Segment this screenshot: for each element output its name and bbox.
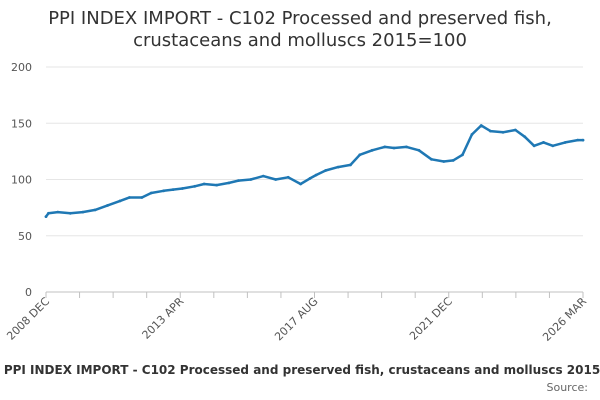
y-tick-label: 200	[11, 61, 32, 74]
source-label: Source:	[546, 381, 589, 394]
data-point[interactable]	[523, 135, 527, 139]
data-point[interactable]	[274, 178, 278, 181]
data-point[interactable]	[56, 210, 60, 214]
data-point[interactable]	[336, 165, 340, 169]
data-point[interactable]	[461, 153, 464, 157]
data-point[interactable]	[127, 196, 131, 199]
data-point[interactable]	[140, 196, 144, 199]
data-point[interactable]	[563, 141, 567, 144]
series-line-0[interactable]	[44, 124, 585, 218]
data-point[interactable]	[532, 144, 536, 148]
data-point[interactable]	[215, 183, 219, 187]
data-point[interactable]	[358, 153, 362, 157]
data-point[interactable]	[308, 177, 312, 180]
data-point[interactable]	[81, 210, 85, 214]
y-tick-label: 150	[11, 117, 32, 130]
data-point[interactable]	[542, 141, 545, 144]
chart-title: PPI INDEX IMPORT - C102 Processed and pr…	[0, 8, 600, 52]
data-point[interactable]	[576, 138, 580, 142]
data-point[interactable]	[514, 128, 517, 132]
data-point[interactable]	[171, 188, 175, 192]
x-tick-label: 2013 APR	[139, 295, 186, 342]
data-point[interactable]	[314, 173, 318, 177]
data-point[interactable]	[93, 208, 97, 212]
x-axis: 2008 DEC 2013 APR 2017 AUG 2021 DEC 2026 MAR	[4, 291, 589, 344]
data-point[interactable]	[370, 148, 374, 152]
data-point[interactable]	[202, 182, 206, 186]
data-point[interactable]	[162, 189, 166, 193]
data-point[interactable]	[470, 133, 474, 136]
data-point[interactable]	[405, 145, 408, 149]
data-point[interactable]	[47, 211, 50, 215]
y-axis: 0 50 100 150 200	[11, 61, 32, 299]
data-point[interactable]	[227, 181, 231, 185]
data-point[interactable]	[324, 169, 327, 172]
data-point[interactable]	[581, 138, 585, 142]
data-point[interactable]	[193, 184, 197, 188]
data-point[interactable]	[299, 182, 302, 186]
x-tick-label: 2008 DEC	[4, 295, 52, 343]
chart-title-line-2: crustaceans and molluscs 2015=100	[133, 30, 467, 51]
data-point[interactable]	[451, 159, 455, 162]
data-point[interactable]	[501, 130, 505, 134]
data-point[interactable]	[106, 204, 109, 207]
chart-title-line-1: PPI INDEX IMPORT - C102 Processed and pr…	[48, 8, 552, 29]
y-tick-label: 0	[25, 286, 32, 299]
data-point[interactable]	[286, 175, 290, 179]
data-point[interactable]	[261, 174, 265, 178]
y-tick-label: 50	[18, 230, 32, 243]
data-point[interactable]	[249, 178, 253, 181]
data-point[interactable]	[442, 160, 446, 163]
data-point[interactable]	[44, 215, 48, 219]
data-point[interactable]	[349, 163, 352, 167]
x-tick-label: 2021 DEC	[407, 295, 455, 343]
x-tick-label: 2026 MAR	[540, 295, 589, 344]
data-point[interactable]	[551, 144, 555, 148]
data-point[interactable]	[383, 145, 387, 149]
data-point[interactable]	[417, 148, 421, 152]
data-point[interactable]	[479, 124, 483, 127]
data-point[interactable]	[118, 199, 122, 203]
data-point[interactable]	[237, 179, 240, 183]
y-tick-label: 100	[11, 174, 32, 187]
data-point[interactable]	[392, 146, 396, 150]
data-point[interactable]	[489, 129, 492, 133]
data-point[interactable]	[149, 191, 153, 195]
data-point[interactable]	[430, 157, 433, 161]
data-point[interactable]	[181, 187, 184, 190]
gridlines	[46, 66, 583, 237]
legend-label[interactable]: PPI INDEX IMPORT - C102 Processed and pr…	[3, 363, 600, 377]
data-point[interactable]	[68, 211, 72, 215]
series-group	[44, 124, 585, 219]
x-tick-label: 2017 AUG	[272, 295, 321, 344]
